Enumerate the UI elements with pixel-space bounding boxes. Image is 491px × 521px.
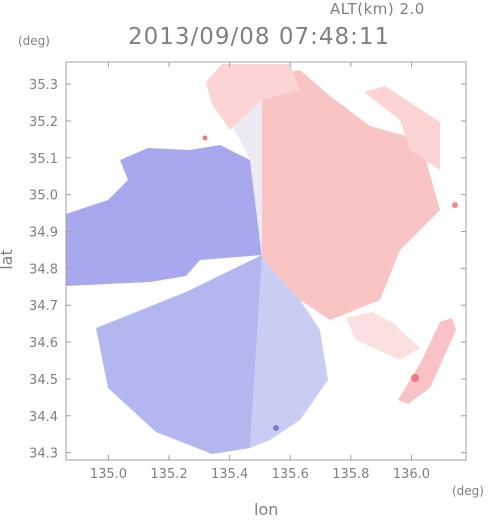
x-tick-label: 135.6: [272, 467, 309, 482]
echo-spot: [273, 425, 279, 431]
x-tick-label: 135.0: [90, 467, 127, 482]
y-tick-label: 35.2: [29, 115, 58, 130]
y-tick-label: 34.7: [29, 299, 58, 314]
echo-spot: [452, 202, 458, 208]
y-tick-label: 34.6: [29, 336, 58, 351]
x-tick-label: 135.2: [150, 467, 187, 482]
echo-region-west: [66, 145, 262, 286]
x-tick-label: 136.0: [393, 467, 430, 482]
y-tick-label: 34.9: [29, 226, 58, 241]
x-axis-unit: (deg): [452, 484, 484, 498]
altitude-label: ALT(km) 2.0: [330, 0, 425, 18]
echo-spot: [202, 135, 208, 141]
x-axis-ticks: 135.0 135.2 135.4 135.6 135.8 136.0: [90, 62, 430, 482]
y-axis-unit: (deg): [18, 34, 50, 48]
velocity-field: [66, 64, 458, 454]
echo-spot: [411, 374, 419, 382]
echo-region-southeast: [346, 312, 420, 360]
x-tick-label: 135.8: [332, 467, 369, 482]
y-axis-ticks: 35.3 35.2 35.1 35.0 34.9 34.8 34.7 34.6 34.5 34.4…: [29, 78, 466, 462]
y-tick-label: 35.0: [29, 189, 58, 204]
y-tick-label: 34.8: [29, 262, 58, 277]
x-axis-label: lon: [254, 500, 279, 519]
plot-frame: [65, 61, 467, 461]
y-tick-label: 35.3: [29, 78, 58, 93]
echo-region-east: [262, 70, 440, 320]
y-tick-label: 35.1: [29, 152, 58, 167]
observation-datetime: 2013/09/08 07:48:11: [128, 24, 391, 50]
echo-region-southwest: [96, 255, 262, 454]
y-tick-label: 34.5: [29, 373, 58, 388]
y-tick-label: 34.3: [29, 447, 58, 462]
echo-band-southeast: [398, 318, 456, 404]
echo-region-north: [215, 76, 262, 258]
echo-region-south: [250, 258, 328, 448]
echo-region-northeast: [206, 64, 440, 170]
x-tick-label: 135.4: [211, 467, 248, 482]
y-tick-label: 34.4: [29, 410, 58, 425]
